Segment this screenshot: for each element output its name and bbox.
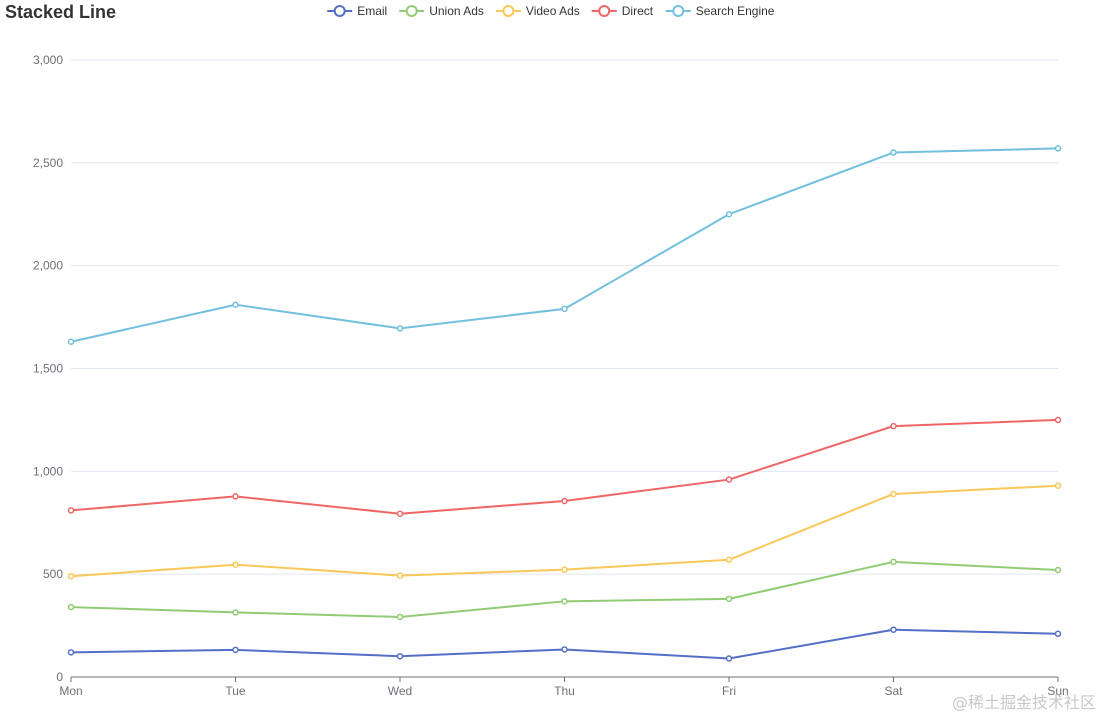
legend-item[interactable]: Direct <box>591 4 654 18</box>
data-point[interactable] <box>67 507 75 514</box>
data-point[interactable] <box>1054 566 1062 574</box>
chart-title: Stacked Line <box>5 2 116 22</box>
data-point[interactable] <box>1054 145 1062 152</box>
legend-label: Email <box>357 4 387 18</box>
x-tick-label: Wed <box>388 684 412 698</box>
data-point[interactable] <box>890 626 897 633</box>
data-point[interactable] <box>725 476 733 483</box>
legend-label: Video Ads <box>526 4 580 18</box>
data-point[interactable] <box>561 598 568 605</box>
legend-marker-icon <box>672 5 685 17</box>
legend-label: Direct <box>622 4 654 18</box>
legend-marker-icon <box>598 5 611 17</box>
legend-item[interactable]: Video Ads <box>495 4 580 18</box>
legend-marker-icon <box>502 5 515 17</box>
y-tick-label: 2,000 <box>33 259 63 273</box>
data-point[interactable] <box>890 422 897 430</box>
x-tick-label: Thu <box>554 684 575 698</box>
x-tick-label: Mon <box>59 684 82 698</box>
data-point[interactable] <box>725 655 733 662</box>
legend-marker-icon <box>405 5 418 17</box>
watermark: @稀土掘金技术社区 <box>952 693 1096 712</box>
y-tick-label: 0 <box>56 670 63 684</box>
data-point[interactable] <box>67 338 75 346</box>
series-group <box>67 145 1062 662</box>
data-point[interactable] <box>232 301 239 308</box>
legend: Email Union Ads Video Ads Direct Search Engi… <box>327 4 775 18</box>
data-point[interactable] <box>67 603 75 611</box>
data-point[interactable] <box>725 211 733 218</box>
data-point[interactable] <box>1054 416 1062 424</box>
series-email <box>67 626 1062 662</box>
legend-label: Search Engine <box>696 4 775 18</box>
data-point[interactable] <box>396 325 404 332</box>
y-tick-label: 3,000 <box>33 53 63 67</box>
data-point[interactable] <box>890 149 897 156</box>
data-point[interactable] <box>396 510 404 517</box>
data-point[interactable] <box>890 490 897 498</box>
y-tick-label: 1,500 <box>33 362 63 376</box>
x-tick-label: Sat <box>884 684 903 698</box>
legend-item[interactable]: Union Ads <box>399 4 484 18</box>
data-point[interactable] <box>232 561 239 568</box>
x-tick-label: Sun <box>1047 684 1068 698</box>
y-tick-label: 500 <box>43 567 63 581</box>
legend-item[interactable]: Search Engine <box>665 4 775 18</box>
legend-marker-icon <box>333 5 346 17</box>
data-point[interactable] <box>67 572 75 580</box>
series-search-engine <box>67 145 1062 346</box>
series-video-ads <box>67 482 1062 580</box>
series-direct <box>67 416 1062 517</box>
y-tick-label: 2,500 <box>33 156 63 170</box>
series-line <box>70 628 1059 660</box>
data-point[interactable] <box>561 646 568 653</box>
data-point[interactable] <box>396 652 404 660</box>
data-point[interactable] <box>232 493 239 500</box>
legend-label: Union Ads <box>429 4 484 18</box>
data-point[interactable] <box>561 497 568 505</box>
grid-lines <box>71 59 1058 575</box>
data-point[interactable] <box>232 646 239 654</box>
series-union-ads <box>67 558 1062 621</box>
data-point[interactable] <box>1054 630 1062 638</box>
data-point[interactable] <box>725 556 733 564</box>
x-tick-label: Fri <box>722 684 736 698</box>
x-axis: Mon Tue Wed Thu Fri Sat Sun <box>59 676 1069 698</box>
data-point[interactable] <box>561 305 568 313</box>
y-axis: 0 500 1,000 1,500 2,000 2,500 3,000 <box>33 53 63 684</box>
data-point[interactable] <box>67 649 75 656</box>
y-tick-label: 1,000 <box>33 464 63 478</box>
data-point[interactable] <box>232 609 239 616</box>
data-point[interactable] <box>561 566 568 573</box>
x-tick-label: Tue <box>225 684 246 698</box>
data-point[interactable] <box>396 572 404 579</box>
data-point[interactable] <box>890 558 897 566</box>
series-line <box>70 147 1059 343</box>
data-point[interactable] <box>725 595 733 603</box>
data-point[interactable] <box>396 613 404 621</box>
legend-item[interactable]: Email <box>327 4 387 18</box>
data-point[interactable] <box>1054 482 1062 489</box>
